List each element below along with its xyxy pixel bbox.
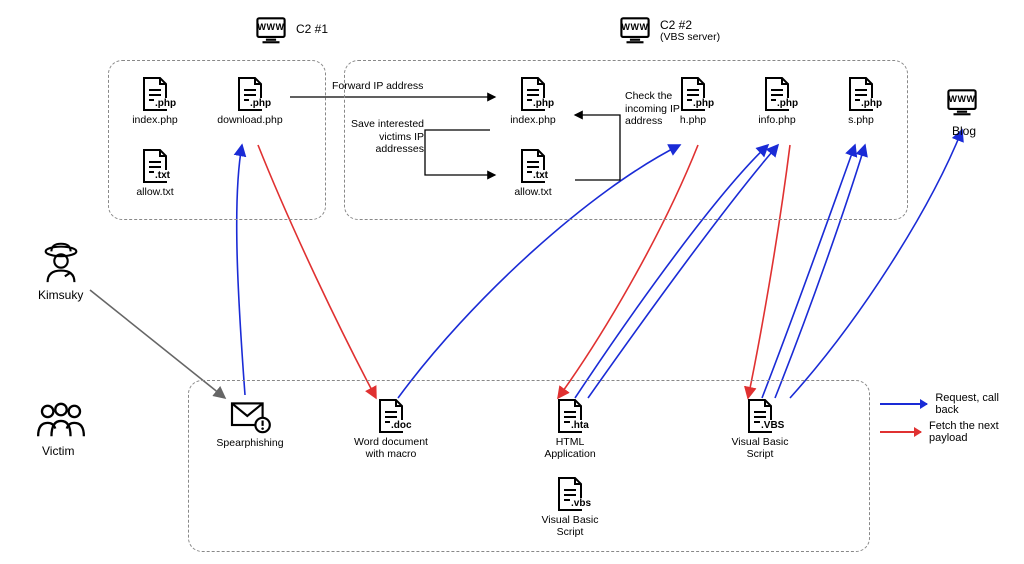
file-doc: .doc Word document with macro (346, 398, 436, 460)
file-download-c21: .php download.php (215, 76, 285, 126)
c2-2-title: C2 #2 (660, 18, 692, 32)
legend-arrow-blue (880, 403, 927, 405)
legend-arrow-red (880, 431, 921, 433)
blog-label: Blog (952, 124, 976, 138)
file-vbs-small: .vbs Visual Basic Script (530, 476, 610, 538)
c2-2-icon: WWW (618, 16, 652, 56)
c2-1-icon: WWW (254, 16, 288, 56)
file-vbs-big: .VBS Visual Basic Script (720, 398, 800, 460)
blog-icon: WWW (945, 88, 979, 128)
legend: Request, call back Fetch the next payloa… (880, 392, 1024, 448)
c2-2-subtitle: (VBS server) (660, 31, 720, 43)
attacker-icon (38, 238, 84, 287)
file-s-c22: .php s.php (826, 76, 896, 126)
victim-label: Victim (42, 444, 74, 458)
c2-1-title: C2 #1 (296, 22, 328, 36)
legend-fetch: Fetch the next payload (929, 420, 1024, 444)
file-allow-c22: .txt allow.txt (498, 148, 568, 198)
file-info-c22: .php info.php (742, 76, 812, 126)
legend-request: Request, call back (935, 392, 1024, 416)
file-allow-c21: .txt allow.txt (120, 148, 190, 198)
victim-icon (34, 400, 88, 443)
spearphishing-icon: Spearphishing (210, 398, 290, 449)
c2-2-box (344, 60, 908, 220)
file-hta: .hta HTML Application (530, 398, 610, 460)
note-forward: Forward IP address (332, 80, 423, 93)
file-index-c22: .php index.php (498, 76, 568, 126)
attacker-label: Kimsuky (38, 288, 83, 302)
note-check: Check the incoming IP address (625, 90, 680, 128)
note-save: Save interested victims IP addresses (348, 118, 424, 156)
file-index-c21: .php index.php (120, 76, 190, 126)
